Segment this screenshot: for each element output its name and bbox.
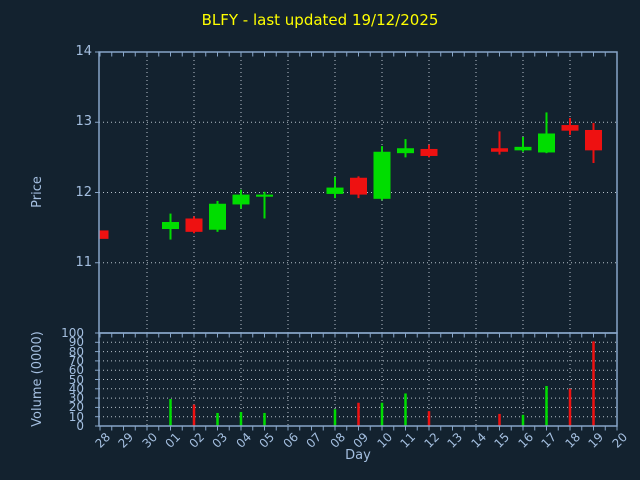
price-axis-label: Price bbox=[30, 176, 45, 208]
price-tick-label: 11 bbox=[75, 254, 92, 270]
x-axis-label: Day bbox=[345, 448, 371, 463]
price-tick-label: 13 bbox=[75, 114, 92, 130]
volume-bar bbox=[521, 414, 525, 426]
volume-tick-label: 40 bbox=[68, 381, 84, 396]
volume-bar bbox=[239, 412, 243, 426]
volume-bar bbox=[333, 409, 337, 426]
price-tick-label: 14 bbox=[75, 44, 92, 59]
volume-tick-label: 90 bbox=[68, 335, 84, 350]
candle-body bbox=[373, 151, 391, 199]
volume-tick-label: 50 bbox=[68, 372, 84, 387]
candle-body bbox=[185, 218, 203, 232]
volume-tick-label: 100 bbox=[61, 326, 84, 340]
candle-body bbox=[99, 230, 109, 239]
volume-tick-label: 70 bbox=[68, 353, 84, 368]
volume-bar bbox=[380, 402, 384, 426]
volume-tick-label: 20 bbox=[68, 400, 84, 415]
volume-tick-label: 0 bbox=[76, 419, 84, 433]
volume-bar bbox=[404, 393, 407, 426]
volume-bar bbox=[192, 404, 196, 426]
volume-bar bbox=[568, 388, 572, 426]
volume-tick-label: 10 bbox=[68, 409, 84, 424]
candle-body bbox=[538, 133, 555, 153]
candle-body bbox=[326, 187, 344, 194]
volume-bar bbox=[216, 412, 219, 426]
candle-body bbox=[209, 203, 226, 230]
candle-body bbox=[162, 222, 179, 230]
candle-body bbox=[561, 125, 579, 131]
volume-bar bbox=[169, 399, 172, 426]
volume-tick-label: 80 bbox=[68, 344, 84, 359]
price-tick-label: 12 bbox=[75, 184, 92, 200]
candle-body bbox=[256, 194, 273, 197]
volume-tick-label: 30 bbox=[68, 391, 84, 406]
volume-bar bbox=[357, 402, 360, 426]
volume-bar bbox=[263, 412, 266, 426]
candle-body bbox=[232, 194, 250, 205]
volume-bar bbox=[592, 341, 595, 426]
candle-body bbox=[397, 148, 414, 154]
candle-body bbox=[514, 146, 532, 151]
candle-body bbox=[350, 177, 367, 195]
chart-title: BLFY - last updated 19/12/2025 bbox=[201, 11, 439, 29]
volume-bar bbox=[427, 411, 431, 426]
candle-body bbox=[491, 148, 508, 152]
volume-bar bbox=[545, 386, 548, 426]
candle-body bbox=[585, 129, 602, 151]
volume-bar bbox=[498, 413, 501, 426]
candle-body bbox=[420, 148, 438, 156]
volume-tick-label: 60 bbox=[68, 363, 84, 378]
